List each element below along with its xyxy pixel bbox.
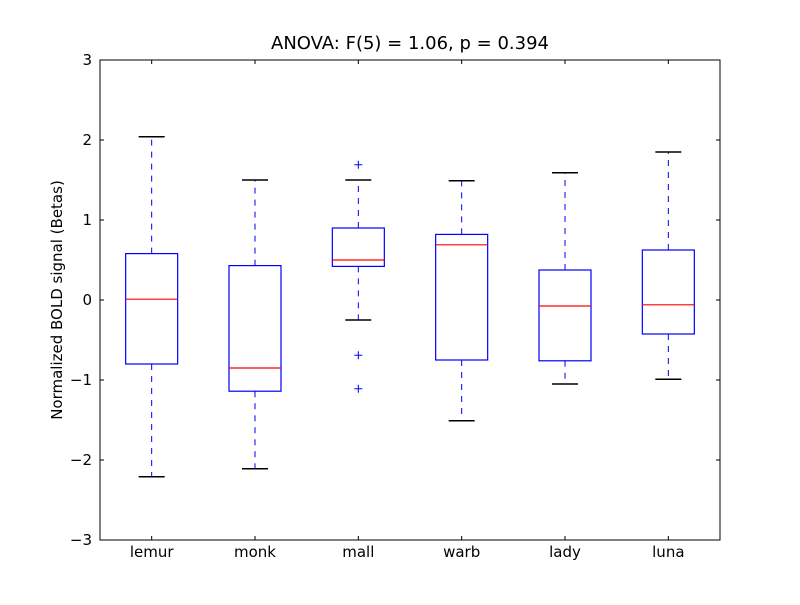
x-tick-label: monk [234, 543, 276, 561]
x-tick-label: warb [443, 543, 480, 561]
x-tick-label: luna [652, 543, 684, 561]
y-tick-label: 2 [82, 131, 92, 149]
chart-title: ANOVA: F(5) = 1.06, p = 0.394 [271, 33, 549, 54]
plot-frame [99, 59, 721, 541]
box-monk [228, 265, 282, 392]
y-tick-label: 3 [82, 51, 92, 69]
box-lady [538, 269, 592, 362]
y-axis-label: Normalized BOLD signal (Betas) [48, 180, 66, 420]
outlier-point [354, 384, 363, 393]
y-tick-label: 1 [82, 211, 92, 229]
box-luna [641, 249, 695, 335]
y-tick-label: −3 [70, 531, 92, 549]
outlier-point [354, 160, 363, 169]
y-tick-label: −1 [70, 371, 92, 389]
box-warb [435, 233, 489, 361]
box-lemur [125, 253, 179, 365]
x-tick-label: lady [549, 543, 581, 561]
box-mall [331, 227, 385, 268]
x-tick-label: mall [342, 543, 374, 561]
x-tick-label: lemur [130, 543, 175, 561]
y-tick-label: 0 [82, 291, 92, 309]
y-tick-label: −2 [70, 451, 92, 469]
outlier-point [354, 351, 363, 360]
